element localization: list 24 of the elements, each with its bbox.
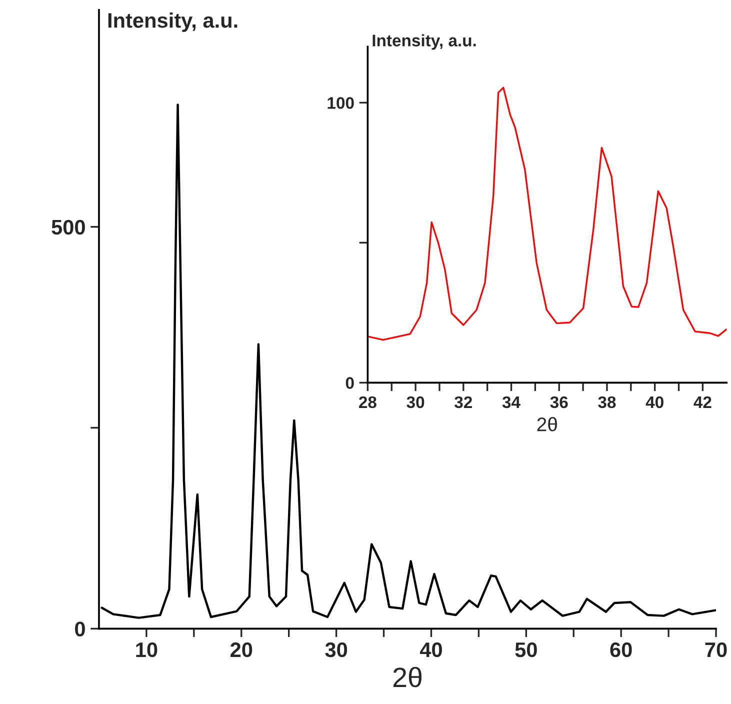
x-axis-title: 2θ — [393, 666, 422, 688]
x-tick-label: 38 — [598, 396, 616, 408]
y-axis-title: Intensity, a.u. — [372, 34, 476, 50]
x-tick-label: 32 — [454, 396, 472, 408]
x-tick-label: 34 — [502, 396, 520, 408]
x-tick-label: 40 — [420, 642, 442, 658]
x-tick-label: 10 — [136, 642, 158, 658]
x-tick-label: 50 — [515, 642, 537, 658]
x-tick-label: 30 — [406, 396, 424, 408]
x-tick-label: 60 — [610, 642, 632, 658]
line-series — [368, 86, 727, 341]
x-tick-label: 70 — [705, 642, 727, 658]
x-tick-label: 42 — [694, 396, 712, 408]
x-tick-label: 20 — [230, 642, 252, 658]
x-tick-label: 40 — [646, 396, 664, 408]
y-tick-label: 100 — [328, 97, 354, 109]
y-tick-label: 500 — [52, 220, 85, 235]
x-tick-label: 30 — [325, 642, 348, 658]
x-tick-label: 36 — [550, 396, 568, 408]
y-tick-label: 0 — [346, 377, 354, 389]
x-axis-title: 2θ — [537, 416, 557, 432]
y-tick-label: 0 — [75, 622, 85, 636]
x-tick-label: 28 — [359, 396, 376, 408]
y-axis-title: Intensity, a.u. — [108, 12, 238, 32]
